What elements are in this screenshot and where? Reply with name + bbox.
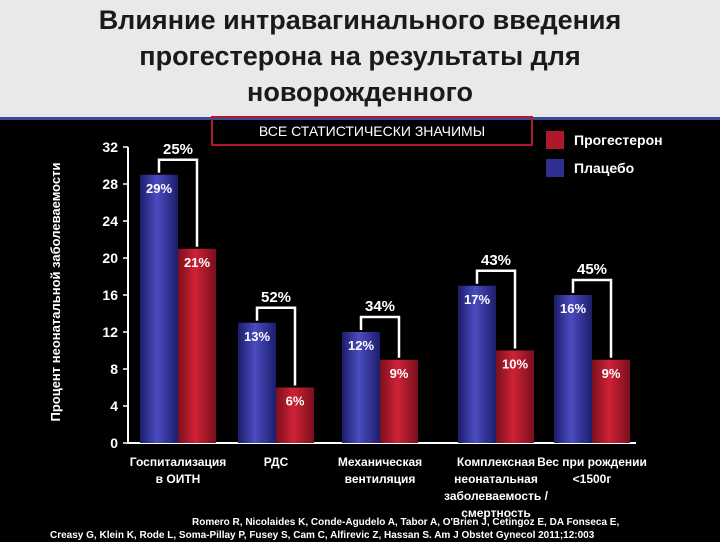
y-tick-label: 4 bbox=[110, 398, 118, 414]
reduction-label: 34% bbox=[365, 298, 395, 315]
legend-swatch-progesterone bbox=[546, 131, 564, 149]
reduction-bracket bbox=[359, 315, 401, 358]
reduction-bracket bbox=[157, 158, 199, 247]
title-divider bbox=[0, 117, 720, 120]
x-category-label: Госпитализация bbox=[130, 455, 226, 469]
data-label-placebo: 29% bbox=[146, 181, 172, 196]
y-tick-label: 8 bbox=[110, 361, 118, 377]
x-category-label: в ОИТН bbox=[156, 472, 201, 486]
legend-item-progesterone: Прогестерон bbox=[546, 126, 663, 154]
data-label-placebo: 13% bbox=[244, 329, 270, 344]
x-category-label: <1500г bbox=[573, 472, 612, 486]
reduction-bracket bbox=[475, 269, 517, 349]
bar-progesterone bbox=[592, 359, 630, 443]
y-tick-label: 24 bbox=[102, 213, 118, 229]
y-tick-label: 16 bbox=[102, 287, 118, 303]
y-tick-label: 32 bbox=[102, 139, 118, 155]
significance-note: ВСЕ СТАТИСТИЧЕСКИ ЗНАЧИМЫ bbox=[211, 116, 533, 146]
y-tick-label: 28 bbox=[102, 176, 118, 192]
reduction-label: 25% bbox=[163, 141, 193, 158]
legend-label-placebo: Плацебо bbox=[574, 160, 635, 176]
data-label-progesterone: 10% bbox=[502, 357, 528, 372]
data-label-progesterone: 9% bbox=[390, 366, 409, 381]
legend-swatch-placebo bbox=[546, 159, 564, 177]
title-line-3: новорожденного bbox=[247, 77, 473, 107]
reduction-label: 43% bbox=[481, 252, 511, 269]
citation-line-1: Romero R, Nicolaides K, Conde-Agudelo A,… bbox=[192, 517, 620, 528]
y-tick-label: 12 bbox=[102, 324, 118, 340]
reduction-label: 45% bbox=[577, 261, 607, 278]
data-label-placebo: 16% bbox=[560, 301, 586, 316]
bar-progesterone bbox=[496, 350, 534, 443]
citation-line-2: Creasy G, Klein K, Rode L, Soma-Pillay P… bbox=[50, 530, 595, 541]
reduction-bracket bbox=[255, 306, 297, 386]
legend: Прогестерон Плацебо bbox=[546, 126, 663, 182]
y-tick-label: 0 bbox=[110, 435, 118, 451]
legend-label-progesterone: Прогестерон bbox=[574, 132, 663, 148]
data-label-placebo: 12% bbox=[348, 338, 374, 353]
title-line-1: Влияние интравагинального введения bbox=[98, 5, 622, 35]
x-category-label: Комплексная bbox=[457, 455, 535, 469]
legend-item-placebo: Плацебо bbox=[546, 154, 663, 182]
x-category-label: Механическая bbox=[338, 455, 422, 469]
x-category-label: заболеваемость / bbox=[444, 489, 549, 503]
bar-placebo bbox=[140, 174, 178, 443]
bar-placebo bbox=[554, 295, 592, 443]
data-label-placebo: 17% bbox=[464, 292, 490, 307]
x-category-label: вентиляция bbox=[345, 472, 416, 486]
data-label-progesterone: 21% bbox=[184, 255, 210, 270]
slide-title: Влияние интравагинального введения проге… bbox=[0, 2, 720, 110]
x-category-label: смертность bbox=[461, 506, 531, 520]
bar-progesterone bbox=[380, 359, 418, 443]
bar-placebo bbox=[458, 285, 496, 443]
x-category-label: Вес при рождении bbox=[537, 455, 647, 469]
bar-progesterone bbox=[276, 387, 314, 443]
y-tick-label: 20 bbox=[102, 250, 118, 266]
y-axis-label: Процент неонатальной заболеваемости bbox=[48, 162, 63, 421]
x-category-label: РДС bbox=[264, 455, 289, 469]
bar-placebo bbox=[342, 332, 380, 443]
citation: Romero R, Nicolaides K, Conde-Agudelo A,… bbox=[0, 516, 720, 542]
data-label-progesterone: 6% bbox=[286, 394, 305, 409]
bar-placebo bbox=[238, 322, 276, 443]
title-band bbox=[0, 0, 720, 118]
x-category-label: неонатальная bbox=[454, 472, 538, 486]
bar-progesterone bbox=[178, 248, 216, 443]
reduction-label: 52% bbox=[261, 289, 291, 306]
title-line-2: прогестерона на результаты для bbox=[139, 41, 581, 71]
reduction-bracket bbox=[571, 278, 613, 358]
data-label-progesterone: 9% bbox=[602, 366, 621, 381]
